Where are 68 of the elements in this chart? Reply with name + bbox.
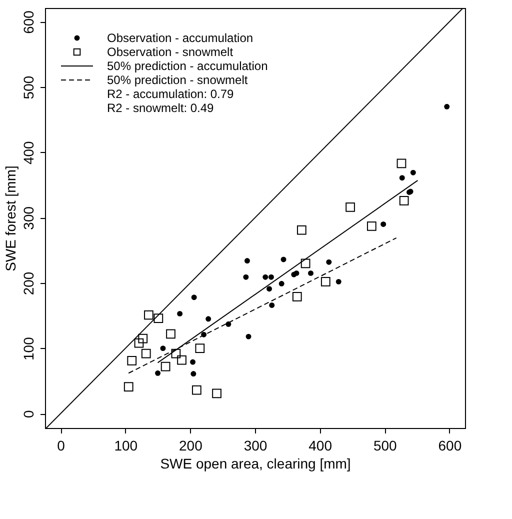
legend-label: Observation - snowmelt [107,45,234,59]
y-tick-label: 500 [20,76,36,100]
x-tick-label: 200 [179,438,203,454]
point [292,292,302,302]
point [294,270,300,276]
x-tick-label: 100 [114,438,138,454]
point [410,170,416,176]
annotation: R2 - snowmelt: 0.49 [107,101,214,115]
point [280,256,286,262]
legend-label: 50% prediction - snowmelt [107,73,248,87]
point [190,359,196,365]
point [320,277,330,286]
x-tick-label: 600 [438,438,462,454]
point [278,280,284,286]
point [366,221,376,231]
point [134,338,144,348]
point [141,348,151,358]
x-tick-label: 300 [244,438,268,454]
point [336,278,342,284]
point [160,346,166,352]
point [191,294,197,300]
point [192,385,202,395]
point [308,270,314,276]
point [266,286,272,292]
x-tick-label: 400 [308,438,332,454]
point [124,382,134,392]
point [268,274,274,280]
y-axis-title: SWE forest [mm] [2,166,18,272]
point [195,344,205,353]
point [154,314,164,323]
point [380,221,386,227]
point [246,334,252,340]
x-axis-title: SWE open area, clearing [mm] [160,456,351,472]
x-tick-label: 0 [57,438,66,454]
legend-label: Observation - accumulation [107,31,254,45]
point [166,329,176,339]
point [244,258,250,264]
point [171,348,181,358]
point [206,316,212,322]
point [155,370,161,376]
y-tick-label: 300 [20,206,36,230]
point [269,302,275,308]
point [177,310,183,316]
y-tick-label: 0 [20,410,36,418]
y-tick-label: 400 [20,140,36,165]
legend-label: 50% prediction - accumulation [107,59,268,73]
annotation: R2 - accumulation: 0.79 [107,87,234,101]
point [300,258,310,268]
point [396,158,406,168]
y-tick-label: 100 [20,336,36,360]
point [127,356,137,366]
y-tick-label: 600 [20,10,36,34]
point [138,334,148,344]
point [262,274,268,280]
point [296,225,306,235]
point [346,202,355,212]
x-tick-label: 500 [373,438,398,454]
point [190,371,196,377]
point [399,196,409,206]
point [326,259,332,265]
point [212,388,222,398]
point [177,355,186,365]
point [399,175,405,181]
point [160,362,170,372]
point [243,274,249,280]
point [144,310,154,320]
point [444,104,450,110]
y-tick-label: 200 [20,272,36,296]
